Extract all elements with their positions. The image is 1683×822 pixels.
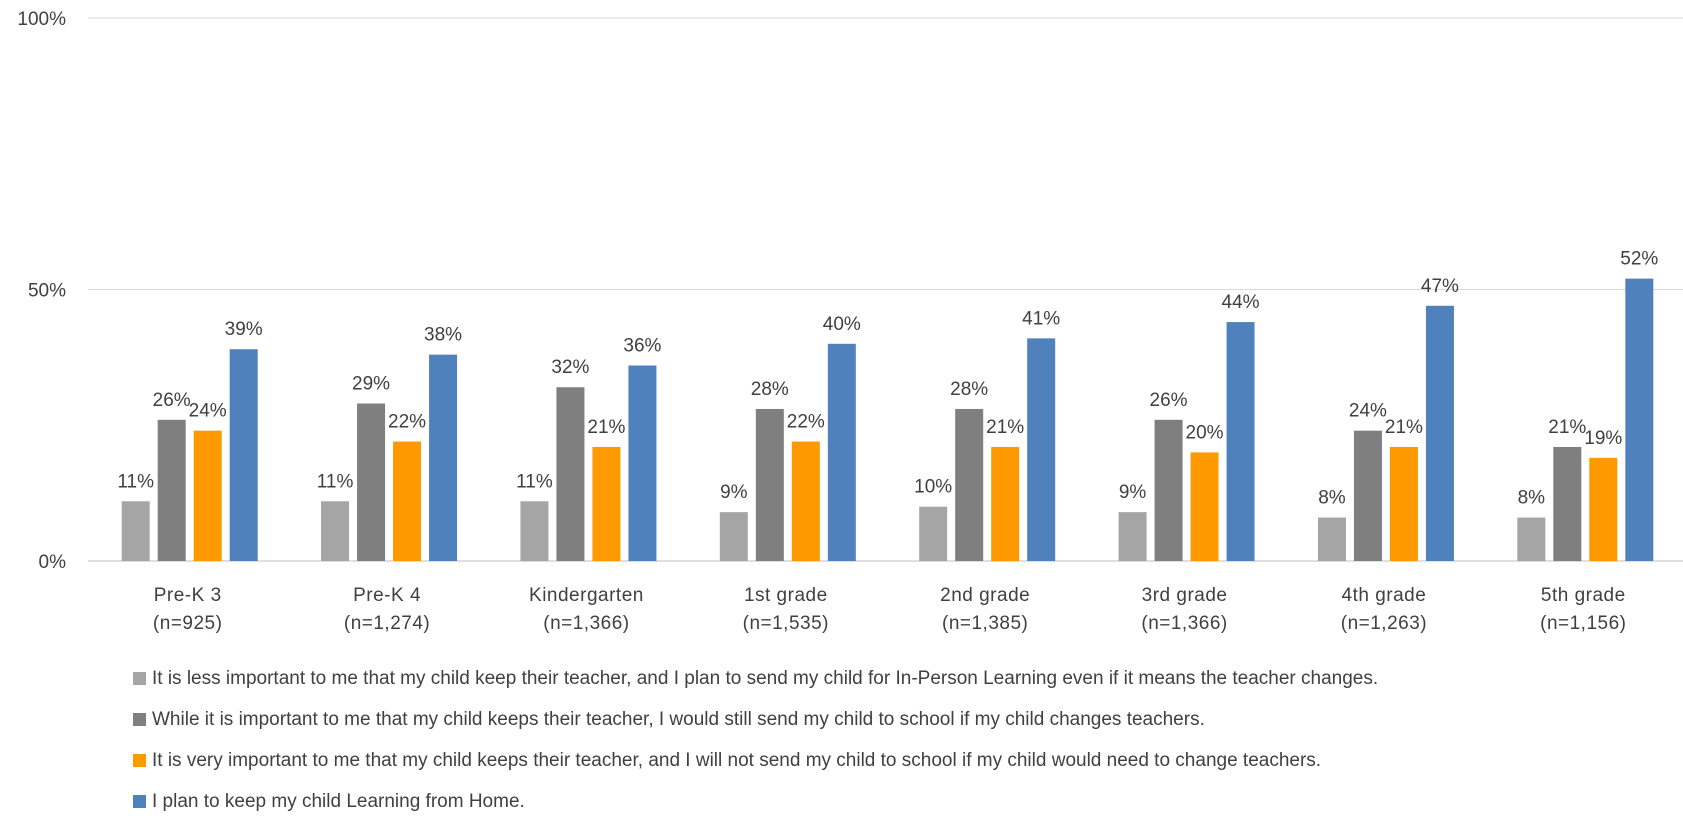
category-label: Pre-K 3 [154, 585, 222, 606]
legend-label: It is less important to me that my child… [152, 667, 1379, 689]
bar-chart: 0%50%100%11%26%24%39%Pre-K 3(n=925)11%29… [17, 9, 1683, 634]
legend: It is less important to me that my child… [133, 658, 1378, 822]
category-label: Pre-K 4 [353, 585, 421, 606]
data-label: 9% [720, 482, 748, 503]
data-label: 32% [551, 357, 589, 378]
data-label: 44% [1222, 292, 1260, 313]
data-label: 19% [1584, 428, 1622, 449]
category-sample-size: (n=1,274) [344, 613, 430, 634]
bar [556, 387, 585, 561]
legend-swatch [133, 713, 146, 726]
category-sample-size: (n=1,366) [543, 613, 629, 634]
bar [1553, 446, 1582, 561]
data-label: 11% [117, 471, 154, 492]
data-label: 41% [1022, 308, 1060, 329]
bar [791, 441, 820, 561]
data-label: 28% [950, 379, 988, 400]
bar [520, 501, 549, 561]
bar [1589, 457, 1618, 561]
legend-swatch [133, 672, 146, 685]
data-label: 40% [823, 314, 861, 335]
bar [429, 354, 458, 561]
data-label: 11% [317, 471, 354, 492]
data-label: 21% [986, 417, 1024, 438]
category-sample-size: (n=1,535) [743, 613, 829, 634]
y-tick-label: 100% [17, 9, 66, 30]
legend-swatch [133, 754, 146, 767]
data-label: 29% [352, 374, 390, 395]
bar [1317, 517, 1346, 561]
category-label: Kindergarten [529, 585, 644, 606]
bar [157, 419, 186, 561]
y-tick-label: 50% [28, 281, 66, 302]
bar [991, 446, 1020, 561]
data-label: 26% [153, 390, 191, 411]
data-label: 52% [1620, 249, 1658, 270]
bar [1154, 419, 1183, 561]
data-label: 21% [1385, 417, 1423, 438]
data-label: 20% [1186, 422, 1224, 443]
data-label: 9% [1119, 482, 1147, 503]
data-label: 38% [424, 325, 462, 346]
data-label: 24% [1349, 401, 1387, 422]
category-label: 5th grade [1541, 585, 1626, 606]
bar [1027, 338, 1056, 561]
data-label: 10% [914, 477, 952, 498]
bar [919, 506, 948, 561]
legend-item: It is less important to me that my child… [133, 658, 1378, 699]
bar [592, 446, 621, 561]
bar [229, 349, 258, 561]
category-sample-size: (n=1,366) [1141, 613, 1227, 634]
bar [1389, 446, 1418, 561]
data-label: 36% [623, 336, 661, 357]
bar [719, 512, 748, 561]
data-label: 8% [1318, 488, 1346, 509]
bar [321, 501, 350, 561]
bar [827, 343, 856, 561]
data-label: 21% [1548, 417, 1586, 438]
bar [357, 403, 386, 561]
data-label: 22% [388, 412, 426, 433]
legend-label: It is very important to me that my child… [152, 749, 1322, 771]
category-label: 4th grade [1342, 585, 1427, 606]
category-sample-size: (n=1,385) [942, 613, 1028, 634]
bar [1425, 305, 1454, 561]
bar [1226, 322, 1255, 561]
bar [1118, 512, 1147, 561]
bar [628, 365, 657, 561]
bar [955, 408, 984, 561]
category-sample-size: (n=1,156) [1540, 613, 1626, 634]
data-label: 11% [516, 471, 553, 492]
category-label: 1st grade [744, 585, 828, 606]
bar [755, 408, 784, 561]
legend-label: I plan to keep my child Learning from Ho… [152, 790, 525, 812]
bar [193, 430, 222, 561]
bar [393, 441, 422, 561]
data-label: 22% [787, 412, 825, 433]
data-label: 39% [225, 319, 263, 340]
bar [1625, 278, 1654, 561]
data-label: 21% [587, 417, 625, 438]
bar [1353, 430, 1382, 561]
category-sample-size: (n=1,263) [1341, 613, 1427, 634]
bar [1190, 452, 1219, 561]
category-label: 3rd grade [1142, 585, 1228, 606]
data-label: 24% [189, 401, 227, 422]
legend-item: It is very important to me that my child… [133, 740, 1378, 781]
legend-item: While it is important to me that my chil… [133, 699, 1378, 740]
data-label: 8% [1518, 488, 1546, 509]
legend-swatch [133, 795, 146, 808]
legend-item: I plan to keep my child Learning from Ho… [133, 781, 1378, 822]
bar [1517, 517, 1546, 561]
legend-label: While it is important to me that my chil… [152, 708, 1205, 730]
category-sample-size: (n=925) [153, 613, 223, 634]
bar [121, 501, 150, 561]
data-label: 26% [1150, 390, 1188, 411]
category-label: 2nd grade [940, 585, 1030, 606]
data-label: 28% [751, 379, 789, 400]
y-tick-label: 0% [39, 552, 67, 573]
data-label: 47% [1421, 276, 1459, 297]
